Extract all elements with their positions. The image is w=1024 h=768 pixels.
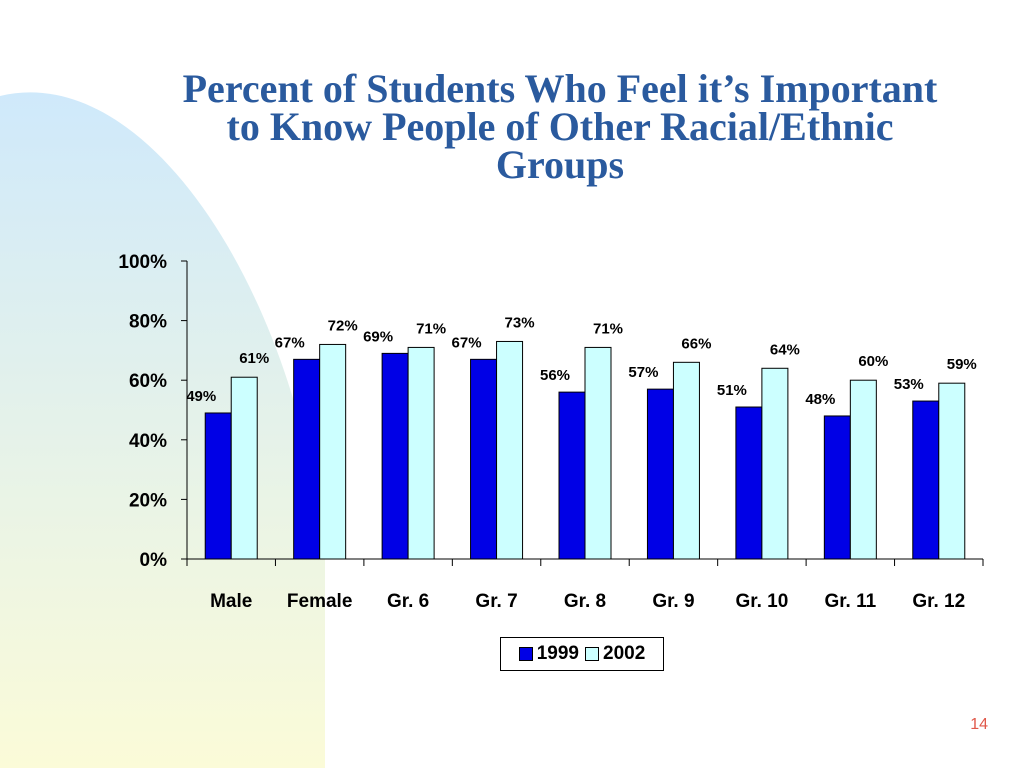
data-label-2002: 59% xyxy=(947,356,977,373)
bar-2002 xyxy=(496,340,524,560)
legend-item-2002: 2002 xyxy=(585,643,645,665)
data-label-1999: 48% xyxy=(805,391,835,408)
legend-swatch-1999 xyxy=(518,647,533,661)
bar-1999 xyxy=(558,391,586,560)
bar-1999 xyxy=(912,400,940,560)
data-label-2002: 71% xyxy=(416,320,446,337)
title-line: to Know People of Other Racial/Ethnic xyxy=(226,104,894,149)
bar-1999 xyxy=(204,412,232,560)
bar-2002 xyxy=(938,382,966,560)
x-category-label: Gr. 7 xyxy=(475,591,517,612)
bar-2002 xyxy=(584,346,612,560)
legend-item-1999: 1999 xyxy=(518,643,579,665)
data-label-2002: 73% xyxy=(505,314,535,331)
x-category-label: Gr. 12 xyxy=(912,591,965,612)
y-tick-label: 60% xyxy=(129,371,167,392)
bar-2002 xyxy=(849,379,877,560)
bar-1999 xyxy=(293,358,321,560)
bar-1999 xyxy=(646,388,674,560)
legend-label-2002: 2002 xyxy=(603,643,646,664)
data-label-2002: 61% xyxy=(239,350,269,367)
y-tick-label: 0% xyxy=(140,550,168,571)
y-tick-label: 100% xyxy=(118,252,167,273)
bar-2002 xyxy=(761,367,789,560)
data-label-1999: 49% xyxy=(186,388,216,405)
data-label-1999: 67% xyxy=(275,334,305,351)
data-label-1999: 57% xyxy=(628,364,658,381)
bar-1999 xyxy=(381,352,409,560)
bar-2002 xyxy=(407,346,435,560)
bar-1999 xyxy=(735,406,763,560)
x-category-label: Gr. 9 xyxy=(652,591,694,612)
y-tick-label: 20% xyxy=(129,490,167,511)
bar-2002 xyxy=(319,343,347,560)
slide-title: Percent of Students Who Feel it’s Import… xyxy=(110,66,1010,187)
bar-2002 xyxy=(672,361,700,560)
title-line: Groups xyxy=(495,142,625,187)
bar-1999 xyxy=(470,358,498,560)
y-tick-label: 40% xyxy=(129,431,167,452)
data-label-2002: 72% xyxy=(328,317,358,334)
data-label-1999: 53% xyxy=(894,376,924,393)
data-label-1999: 56% xyxy=(540,367,570,384)
page-number: 14 xyxy=(970,716,988,733)
data-label-1999: 67% xyxy=(452,334,482,351)
x-category-label: Gr. 6 xyxy=(387,591,429,612)
x-category-label: Gr. 10 xyxy=(735,591,788,612)
y-tick-label: 80% xyxy=(129,312,167,333)
title-line: Percent of Students Who Feel it’s Import… xyxy=(182,66,938,111)
data-label-2002: 60% xyxy=(858,353,888,370)
bar-2002 xyxy=(230,376,258,560)
data-label-2002: 66% xyxy=(681,335,711,352)
x-category-label: Gr. 8 xyxy=(564,591,606,612)
data-label-1999: 51% xyxy=(717,382,747,399)
x-category-label: Gr. 11 xyxy=(824,591,876,612)
data-label-2002: 71% xyxy=(593,320,623,337)
data-label-2002: 64% xyxy=(770,341,800,358)
x-category-label: Male xyxy=(210,591,252,612)
bar-1999 xyxy=(823,415,851,560)
legend-label-1999: 1999 xyxy=(536,643,579,664)
x-category-label: Female xyxy=(287,591,352,612)
data-label-1999: 69% xyxy=(363,328,393,345)
legend-swatch-2002 xyxy=(585,647,599,661)
chart-legend: 1999 2002 xyxy=(500,637,664,671)
